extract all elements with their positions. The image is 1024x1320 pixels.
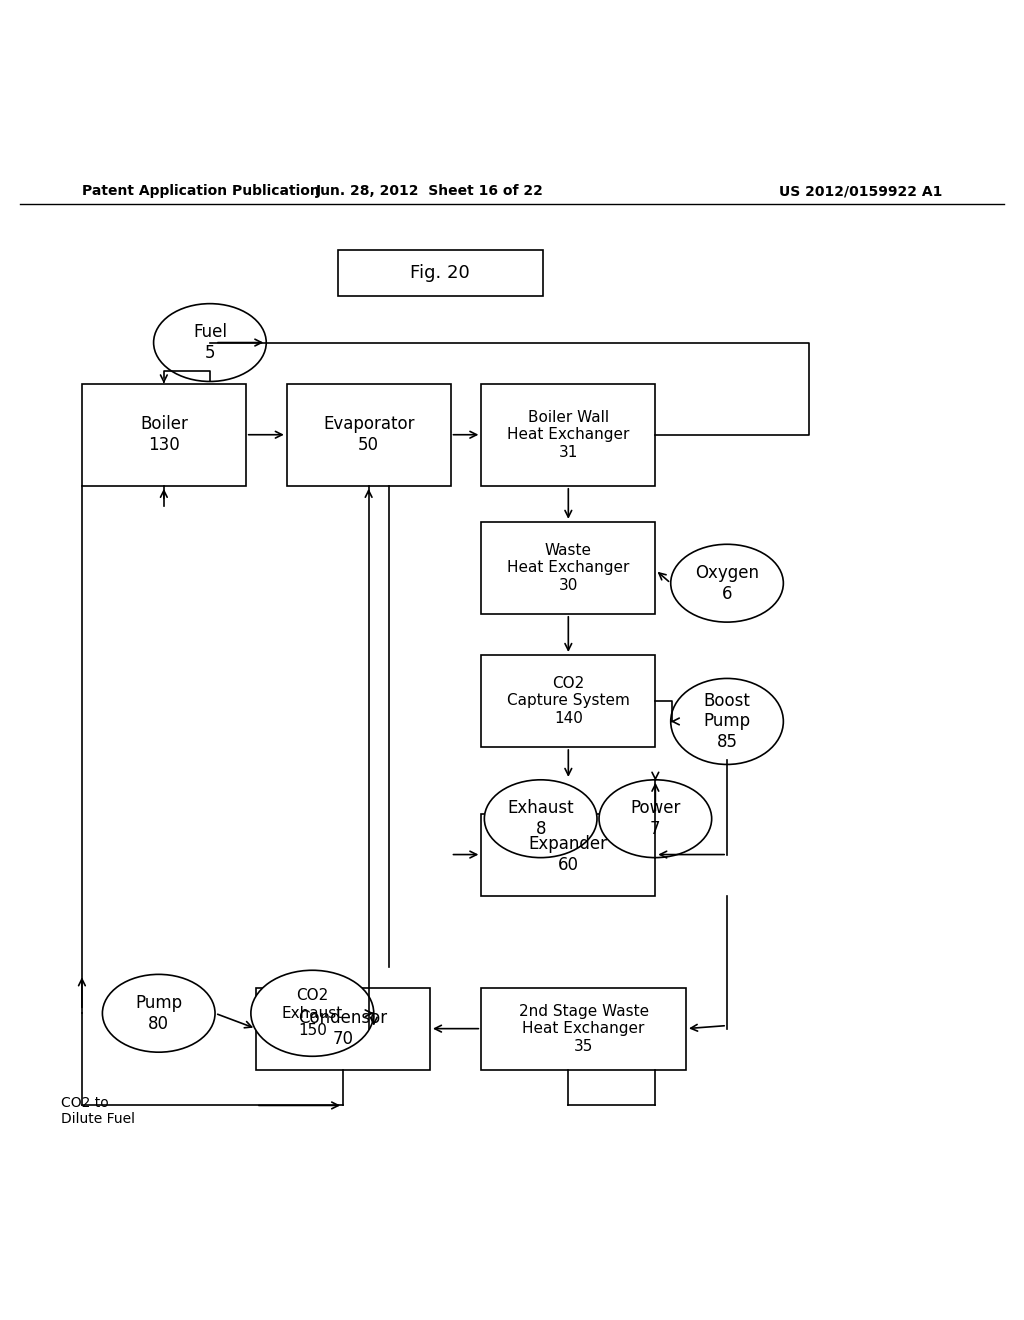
FancyBboxPatch shape	[481, 813, 655, 895]
Text: Fuel
5: Fuel 5	[193, 323, 227, 362]
Ellipse shape	[154, 304, 266, 381]
FancyBboxPatch shape	[481, 521, 655, 614]
Text: Fig. 20: Fig. 20	[411, 264, 470, 282]
Ellipse shape	[484, 780, 597, 858]
FancyBboxPatch shape	[287, 384, 451, 486]
FancyBboxPatch shape	[481, 384, 655, 486]
Text: CO2
Capture System
140: CO2 Capture System 140	[507, 676, 630, 726]
Text: Evaporator
50: Evaporator 50	[323, 416, 415, 454]
Ellipse shape	[671, 678, 783, 764]
Ellipse shape	[251, 970, 374, 1056]
Ellipse shape	[599, 780, 712, 858]
FancyBboxPatch shape	[256, 987, 430, 1069]
Text: Jun. 28, 2012  Sheet 16 of 22: Jun. 28, 2012 Sheet 16 of 22	[316, 183, 544, 198]
Text: Patent Application Publication: Patent Application Publication	[82, 183, 319, 198]
Text: Boost
Pump
85: Boost Pump 85	[703, 692, 751, 751]
FancyBboxPatch shape	[481, 655, 655, 747]
FancyBboxPatch shape	[481, 987, 686, 1069]
Text: Exhaust
8: Exhaust 8	[507, 800, 574, 838]
FancyBboxPatch shape	[82, 384, 246, 486]
Text: 2nd Stage Waste
Heat Exchanger
35: 2nd Stage Waste Heat Exchanger 35	[518, 1003, 649, 1053]
Text: Condensor
70: Condensor 70	[298, 1010, 388, 1048]
Text: US 2012/0159922 A1: US 2012/0159922 A1	[778, 183, 942, 198]
FancyBboxPatch shape	[338, 251, 543, 297]
Text: Power
7: Power 7	[630, 800, 681, 838]
Text: CO2
Exhaust
150: CO2 Exhaust 150	[282, 989, 343, 1038]
Text: Oxygen
6: Oxygen 6	[695, 564, 759, 603]
Ellipse shape	[102, 974, 215, 1052]
Text: Boiler Wall
Heat Exchanger
31: Boiler Wall Heat Exchanger 31	[507, 409, 630, 459]
Text: Pump
80: Pump 80	[135, 994, 182, 1032]
Text: Waste
Heat Exchanger
30: Waste Heat Exchanger 30	[507, 543, 630, 593]
Text: Expander
60: Expander 60	[528, 836, 608, 874]
Text: Boiler
130: Boiler 130	[140, 416, 187, 454]
Text: CO2 to
Dilute Fuel: CO2 to Dilute Fuel	[61, 1096, 135, 1126]
Ellipse shape	[671, 544, 783, 622]
